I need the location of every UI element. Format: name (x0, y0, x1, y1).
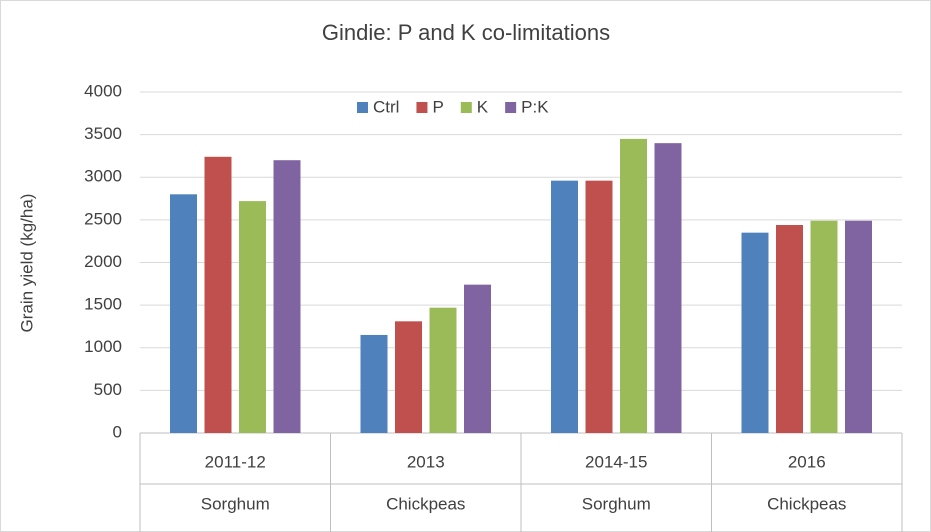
bar (239, 201, 266, 433)
y-tick-label: 0 (113, 422, 122, 441)
bar (360, 334, 388, 433)
y-tick-label: 3000 (84, 167, 122, 186)
bar (551, 180, 578, 433)
x-tick-label: 2011-12 (205, 452, 266, 471)
y-tick-label: 2500 (84, 209, 122, 228)
legend-label: P:K (521, 97, 549, 116)
bar (170, 194, 197, 433)
y-tick-label: 1500 (84, 295, 122, 314)
x-group-label: Sorghum (582, 494, 651, 513)
y-axis-title: Grain yield (kg/ha) (17, 194, 36, 333)
legend-swatch (357, 102, 368, 113)
bar (273, 160, 301, 433)
x-group-label: Chickpeas (767, 494, 846, 513)
legend-swatch (416, 102, 428, 113)
bar (654, 143, 682, 433)
y-tick-label: 2000 (84, 252, 122, 271)
legend-label: P (432, 97, 443, 116)
bar (204, 156, 232, 434)
bar (776, 224, 803, 433)
bar (395, 321, 422, 433)
y-tick-label: 1000 (84, 337, 122, 356)
bar (845, 220, 872, 433)
legend-label: Ctrl (373, 97, 399, 116)
legend-swatch (505, 102, 517, 113)
x-group-label: Chickpeas (386, 494, 465, 513)
legend-label: K (477, 97, 489, 116)
bar (585, 180, 613, 433)
chart-title: Gindie: P and K co-limitations (322, 20, 610, 45)
bar (810, 220, 838, 433)
bar (620, 138, 647, 433)
bar (429, 307, 457, 433)
x-tick-label: 2016 (788, 452, 826, 471)
x-tick-label: 2013 (407, 452, 445, 471)
y-tick-label: 4000 (84, 81, 122, 100)
y-tick-label: 3500 (84, 124, 122, 143)
bar (464, 284, 491, 433)
bar (741, 232, 769, 433)
y-tick-label: 500 (94, 380, 122, 399)
x-group-label: Sorghum (201, 494, 270, 513)
x-tick-label: 2014-15 (585, 452, 647, 471)
legend-swatch (460, 102, 472, 113)
